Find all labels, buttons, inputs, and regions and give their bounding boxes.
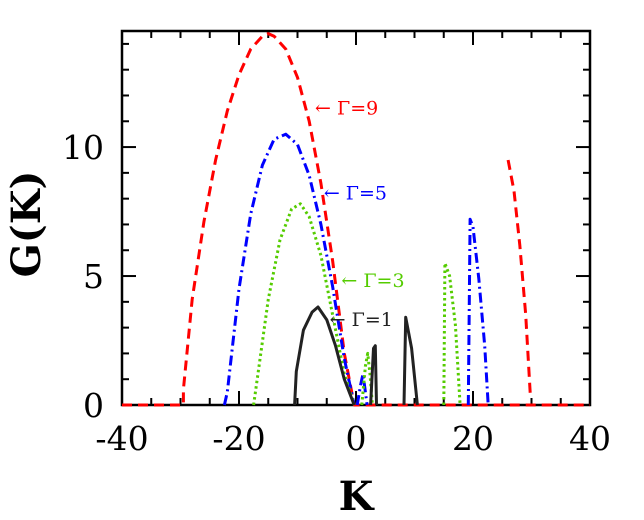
series-9	[122, 32, 590, 407]
series-1	[293, 305, 419, 406]
series-line	[122, 32, 590, 407]
series-line	[466, 217, 490, 406]
series-line	[293, 305, 356, 406]
series-line	[506, 159, 532, 395]
y-tick-label: 10	[62, 128, 104, 167]
series-3	[252, 202, 462, 406]
curve-annotation: ← Γ=3	[341, 270, 404, 292]
plot-frame	[120, 29, 592, 407]
curve-annotation: ← Γ=5	[324, 182, 387, 204]
x-tick-label: 20	[452, 419, 494, 458]
y-tick-label: 5	[83, 257, 104, 296]
axis-ticks	[121, 31, 591, 406]
series-line	[402, 315, 419, 406]
curve-annotation: ← Γ=9	[315, 97, 378, 119]
series-line	[355, 372, 369, 406]
x-tick-label: -20	[212, 419, 265, 458]
x-tick-label: 0	[346, 419, 367, 458]
series-line	[442, 261, 462, 406]
x-tick-label: -40	[95, 419, 148, 458]
plot-border	[120, 29, 592, 407]
curve-annotation: ← Γ=1	[330, 309, 393, 331]
annotations: ← Γ=9 ← Γ=5 ← Γ=3 ← Γ=1	[315, 97, 404, 331]
series-curves	[122, 32, 590, 407]
tick-labels: -40 -20 0 20 40 0 5 10	[62, 128, 611, 458]
series-line	[252, 202, 356, 406]
y-axis-label: G(K)	[3, 171, 50, 278]
series-line	[222, 132, 356, 406]
x-axis-label: K	[339, 473, 375, 520]
series-line	[369, 344, 378, 406]
series-5	[222, 132, 490, 406]
y-tick-label: 0	[83, 386, 104, 425]
x-tick-label: 40	[569, 419, 611, 458]
